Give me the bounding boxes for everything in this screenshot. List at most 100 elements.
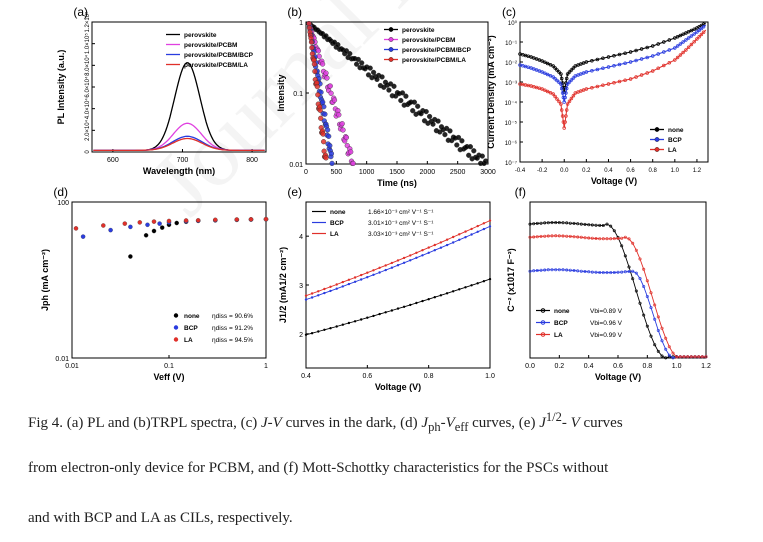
legend-marker <box>654 127 660 132</box>
data-point <box>686 30 691 34</box>
caption-text: - <box>267 415 273 431</box>
plot-frame <box>519 21 709 163</box>
data-point <box>320 99 326 105</box>
data-point <box>609 224 613 228</box>
legend-vbi: Vbi=0.99 V <box>590 332 623 339</box>
data-point <box>427 113 433 120</box>
caption-text: curves <box>579 415 623 431</box>
data-point <box>653 343 657 347</box>
data-point <box>695 37 699 41</box>
data-point <box>667 345 671 349</box>
data-point <box>415 103 421 109</box>
data-point <box>326 133 332 139</box>
data-point <box>137 220 143 225</box>
figure: (a) 600 700 800 0 2.0×10⁴4.0×10⁴6.0×10⁴8.0×10… <box>40 5 711 392</box>
annotation: ηdiss = 90.6% <box>212 313 253 320</box>
series-line-none <box>519 22 707 93</box>
x-tick-label: 0.6 <box>626 168 635 174</box>
data-point <box>545 72 550 77</box>
data-point <box>675 55 680 60</box>
y-axis-label: PL Intensity (a.u.) <box>56 50 66 125</box>
x-tick-label: 1000 <box>359 169 375 176</box>
x-tick-label: 2500 <box>450 169 466 176</box>
y-tick-label: 8.0×10⁴ <box>84 54 91 76</box>
caption-text: - <box>440 415 446 431</box>
data-point <box>423 108 429 115</box>
caption-line-1: Fig 4. (a) PL and (b)TRPL spectra, (c) J… <box>28 410 740 435</box>
legend-marker <box>388 27 394 32</box>
data-point <box>678 53 683 57</box>
caption-text: V <box>272 415 282 431</box>
series-line-perovskite <box>93 62 265 152</box>
data-point <box>555 68 559 72</box>
data-point <box>314 83 320 90</box>
data-point <box>667 61 672 65</box>
data-point <box>248 217 254 222</box>
data-point <box>656 349 660 353</box>
y-tick-label: 10⁻⁷ <box>505 160 517 167</box>
y-tick-label: 100 <box>57 200 69 207</box>
data-point <box>692 39 696 44</box>
y-tick-label: 2.0×10⁴ <box>84 119 91 141</box>
y-tick-label: 0.01 <box>289 162 303 169</box>
data-point <box>692 32 696 36</box>
legend-entry: perovskite/PCBM/LA <box>402 57 466 64</box>
x-tick-label: 0.4 <box>301 373 311 380</box>
x-axis-label: Time (ns) <box>377 178 417 188</box>
data-point <box>567 70 572 74</box>
data-point <box>447 128 453 134</box>
data-point <box>557 99 561 104</box>
data-point <box>551 75 555 79</box>
legend-marker <box>540 308 546 313</box>
data-point <box>467 144 474 150</box>
caption-text: curves in the dark, (d) <box>281 415 422 431</box>
legend-entry: LA <box>330 231 339 238</box>
data-point <box>128 254 133 259</box>
series-line-BCP <box>305 225 491 301</box>
y-tick-label: 4 <box>299 234 303 241</box>
panel-f: (f) 0.0 0.2 0.4 0.6 0.8 1.0 1.2 Voltage (V) C⁻² (… <box>506 185 711 382</box>
y-axis-label: J1/2 (mA1/2 cm⁻²) <box>278 247 288 323</box>
data-point <box>689 42 694 47</box>
x-tick-label: 0.0 <box>560 168 569 174</box>
data-point <box>697 28 701 33</box>
caption-text: ph <box>428 420 441 434</box>
data-point <box>143 233 149 238</box>
y-axis-label: Intensity <box>276 74 286 111</box>
data-point <box>359 60 365 66</box>
caption-text: J <box>261 415 268 431</box>
data-point <box>471 148 477 154</box>
legend-entry: BCP <box>330 220 344 227</box>
x-axis-label: Voltage (V) <box>595 372 641 382</box>
data-point <box>365 72 372 78</box>
panel-label: (c) <box>502 5 516 19</box>
y-tick-label: 4.0×10⁴ <box>84 98 91 120</box>
caption-text: curves, (e) <box>468 415 540 431</box>
caption-text: J <box>539 415 546 431</box>
data-point <box>673 58 677 62</box>
x-tick-label: 0.01 <box>65 363 79 370</box>
data-point <box>324 75 330 81</box>
data-point <box>101 223 106 228</box>
x-tick-label: 0.8 <box>424 373 434 380</box>
data-point <box>656 66 660 71</box>
legend-entry: perovskite/PCBM/BCP <box>184 52 254 59</box>
data-point <box>638 276 642 280</box>
data-point <box>339 121 345 127</box>
data-point <box>555 78 559 83</box>
y-tick-label: 1 <box>299 20 303 27</box>
data-point <box>367 65 373 71</box>
legend-marker <box>540 332 546 337</box>
x-tick-label: 0.0 <box>525 363 535 370</box>
caption-text: - <box>561 415 571 431</box>
legend-entry: LA <box>554 332 563 339</box>
data-point <box>660 354 664 358</box>
data-point <box>350 160 356 167</box>
y-tick-label: 2 <box>299 332 303 339</box>
data-point <box>684 48 688 52</box>
panel-label: (d) <box>53 185 68 199</box>
legend-marker <box>173 313 179 318</box>
data-point <box>151 228 157 234</box>
y-tick-label: 1.2×10⁵ <box>84 11 91 33</box>
data-point <box>553 66 557 70</box>
